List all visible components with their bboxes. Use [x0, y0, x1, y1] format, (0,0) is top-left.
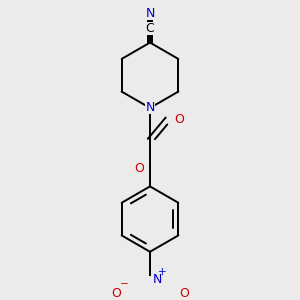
Text: O: O: [174, 113, 184, 126]
Text: +: +: [158, 267, 166, 277]
Text: O: O: [111, 287, 121, 300]
Text: N: N: [145, 101, 155, 114]
Text: N: N: [145, 7, 155, 20]
Text: N: N: [153, 273, 162, 286]
Text: −: −: [120, 279, 129, 289]
Text: O: O: [179, 287, 189, 300]
Text: C: C: [146, 22, 154, 35]
Text: O: O: [134, 162, 144, 175]
